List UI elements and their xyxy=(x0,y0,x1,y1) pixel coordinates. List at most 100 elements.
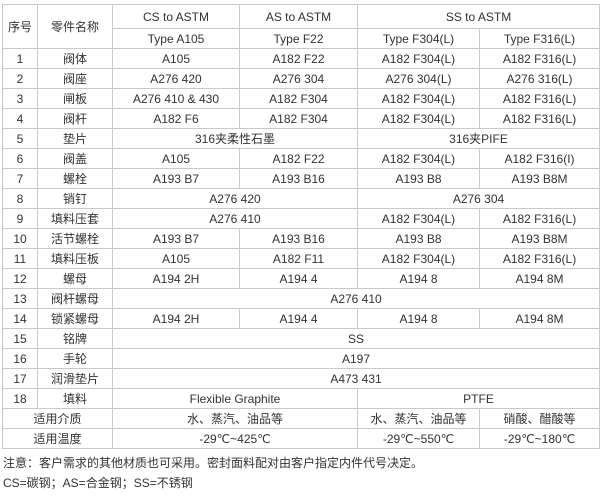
table-row: 9 填料压套 A276 410 A182 F304(L) A182 F316(L… xyxy=(2,208,600,229)
header-no: 序号 xyxy=(2,4,38,49)
material-cell: A194 4 xyxy=(239,308,358,329)
table-row: 18 填料 Flexible Graphite PTFE xyxy=(2,388,600,409)
material-cell: A276 410 & 430 xyxy=(112,88,240,109)
row-no-cell: 10 xyxy=(2,228,38,249)
part-name-cell: 阀盖 xyxy=(37,148,113,169)
table-row: 7 螺栓 A193 B7 A193 B16 A193 B8 A193 B8M xyxy=(2,168,600,189)
material-cell: A182 F304(L) xyxy=(357,48,480,69)
part-name-cell: 销钉 xyxy=(37,188,113,209)
part-name-cell: 闸板 xyxy=(37,88,113,109)
material-cell: A182 F22 xyxy=(239,148,358,169)
media-cell: 硝酸、醋酸等 xyxy=(478,408,600,429)
table-row: 1 阀体 A105 A182 F22 A182 F304(L) A182 F31… xyxy=(2,48,600,69)
header-type-f22: Type F22 xyxy=(239,28,358,49)
table-row: 4 阀杆 A182 F6 A182 F304 A182 F304(L) A182… xyxy=(2,108,600,129)
material-cell: A193 B8 xyxy=(357,168,480,189)
material-cell: A276 304 xyxy=(356,188,600,209)
table-row: 15 铭牌 SS xyxy=(2,328,600,349)
row-no-cell: 11 xyxy=(2,248,38,269)
row-no-cell: 9 xyxy=(2,208,38,229)
table-row: 8 销钉 A276 420 A276 304 xyxy=(2,188,600,209)
material-cell: A276 410 xyxy=(112,208,358,229)
table-row: 5 垫片 316夹柔性石墨 316夹PIFE xyxy=(2,128,600,149)
valve-materials-table: 序号 零件名称 CS to ASTM AS to ASTM SS to ASTM… xyxy=(2,4,600,449)
material-cell: A194 2H xyxy=(112,268,240,289)
part-name-cell: 阀杆 xyxy=(37,108,113,129)
part-name-cell: 填料压板 xyxy=(37,248,113,269)
part-name-cell: 锁紧螺母 xyxy=(37,308,113,329)
material-cell: A276 304 xyxy=(239,68,358,89)
table-row: 2 阀座 A276 420 A276 304 A276 304(L) A276 … xyxy=(2,68,600,89)
material-cell: A182 F304(L) xyxy=(357,148,480,169)
material-cell: SS xyxy=(111,328,600,349)
part-name-cell: 活节螺栓 xyxy=(37,228,113,249)
part-name-cell: 垫片 xyxy=(37,128,113,149)
row-no-cell: 8 xyxy=(2,188,38,209)
header-row-standards: 序号 零件名称 CS to ASTM AS to ASTM SS to ASTM xyxy=(2,4,600,49)
material-cell: A105 xyxy=(112,148,240,169)
row-no-cell: 3 xyxy=(2,88,38,109)
material-cell: A182 F316(I) xyxy=(478,148,600,169)
material-cell: A194 8 xyxy=(357,308,480,329)
row-no-cell: 15 xyxy=(2,328,38,349)
header-row-types: Type A105 Type F22 Type F304(L) Type F31… xyxy=(3,28,600,49)
row-no-cell: 16 xyxy=(2,348,38,369)
material-cell: A182 F316(L) xyxy=(478,208,600,229)
media-cell: 水、蒸汽、油品等 xyxy=(112,408,358,429)
material-cell: A182 F304(L) xyxy=(357,248,480,269)
table-row: 10 活节螺栓 A193 B7 A193 B16 A193 B8 A193 B8… xyxy=(2,228,600,249)
row-no-cell: 13 xyxy=(2,288,38,309)
table-row: 11 填料压板 A105 A182 F11 A182 F304(L) A182 … xyxy=(2,248,600,269)
material-cell: A193 B7 xyxy=(112,228,240,249)
row-no-cell: 1 xyxy=(2,48,38,69)
material-cell: A182 F6 xyxy=(112,108,240,129)
note-customer-material: 注意：客户需求的其他材质也可采用。密封面料配对由客户指定内件代号决定。 xyxy=(3,456,424,470)
table-row: 3 闸板 A276 410 & 430 A182 F304 A182 F304(… xyxy=(2,88,600,109)
material-cell: A194 2H xyxy=(112,308,240,329)
material-cell: A197 xyxy=(111,348,600,369)
material-cell: A276 420 xyxy=(112,188,358,209)
table-row: 17 润滑垫片 A473 431 xyxy=(2,368,600,389)
material-cell: PTFE xyxy=(356,388,600,409)
note-abbreviations: CS=碳钢；AS=合金钢；SS=不锈钢 xyxy=(3,475,193,490)
temperature-cell: -29℃~180℃ xyxy=(478,428,600,449)
material-cell: Flexible Graphite xyxy=(112,388,358,409)
table-row: 16 手轮 A197 xyxy=(2,348,600,369)
material-cell: A276 304(L) xyxy=(357,68,480,89)
material-cell: 316夹PIFE xyxy=(356,128,600,149)
material-cell: A276 410 xyxy=(111,288,600,309)
part-name-cell: 螺栓 xyxy=(37,168,113,189)
part-name-cell: 阀座 xyxy=(37,68,113,89)
header-as-to-astm: AS to ASTM xyxy=(239,4,358,29)
applicable-media-label: 适用介质 xyxy=(2,408,113,429)
material-cell: A193 B7 xyxy=(112,168,240,189)
material-cell: A193 B8M xyxy=(478,168,600,189)
table-row: 12 螺母 A194 2H A194 4 A194 8 A194 8M xyxy=(2,268,600,289)
row-no-cell: 6 xyxy=(2,148,38,169)
row-no-cell: 2 xyxy=(2,68,38,89)
row-no-cell: 12 xyxy=(2,268,38,289)
material-cell: A182 F304(L) xyxy=(357,88,480,109)
row-no-cell: 14 xyxy=(2,308,38,329)
header-type-f304: Type F304(L) xyxy=(357,28,480,49)
footnotes: 注意：客户需求的其他材质也可采用。密封面料配对由客户指定内件代号决定。 CS=碳… xyxy=(2,449,599,494)
table-row: 6 阀盖 A105 A182 F22 A182 F304(L) A182 F31… xyxy=(2,148,600,169)
material-cell: A194 8 xyxy=(357,268,480,289)
material-cell: A473 431 xyxy=(111,368,600,389)
table-row: 13 阀杆螺母 A276 410 xyxy=(2,288,600,309)
part-name-cell: 润滑垫片 xyxy=(37,368,113,389)
applicable-temperature-label: 适用温度 xyxy=(2,428,113,449)
header-type-a105: Type A105 xyxy=(112,28,240,49)
material-cell: A193 B8 xyxy=(357,228,480,249)
media-cell: 水、蒸汽、油品等 xyxy=(357,408,480,429)
material-cell: A182 F316(L) xyxy=(478,108,600,129)
material-cell: A182 F304(L) xyxy=(357,208,480,229)
material-cell: A182 F11 xyxy=(239,248,358,269)
material-cell: A182 F22 xyxy=(239,48,358,69)
header-cs-to-astm: CS to ASTM xyxy=(112,4,240,29)
material-cell: A182 F304 xyxy=(239,88,358,109)
row-no-cell: 17 xyxy=(2,368,38,389)
material-cell: A276 316(L) xyxy=(478,68,600,89)
table-row: 14 锁紧螺母 A194 2H A194 4 A194 8 A194 8M xyxy=(2,308,600,329)
